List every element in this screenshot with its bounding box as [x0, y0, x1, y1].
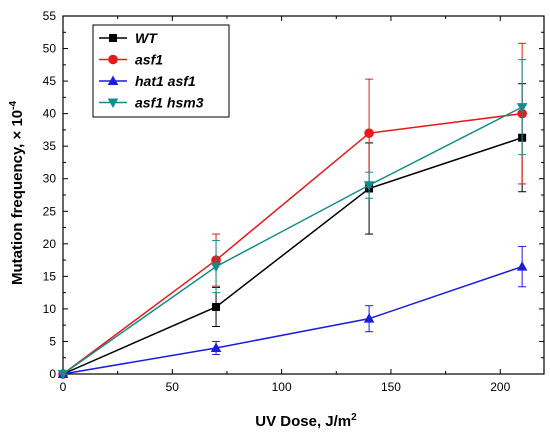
x-tick-label-1: 50 — [166, 380, 180, 394]
x-tick-label-2: 100 — [272, 380, 292, 394]
series-layer — [57, 42, 528, 380]
series-3-point-3 — [516, 103, 528, 113]
series-1-point-2 — [364, 128, 374, 138]
series-0-line — [62, 137, 523, 375]
series-2 — [57, 245, 528, 378]
x-axis-title: UV Dose, J/m2 — [255, 412, 357, 430]
y-tick-label-0: 0 — [49, 367, 56, 381]
y-tick-label-8: 40 — [43, 107, 57, 121]
x-tick-label-3: 150 — [381, 380, 401, 394]
y-tick-label-6: 30 — [43, 172, 57, 186]
series-1-line — [62, 112, 523, 375]
legend: WT asf1 hat1 asf1 asf1 hsm3 — [92, 24, 230, 118]
y-tick-label-5: 25 — [43, 204, 57, 218]
legend-label-1: asf1 — [135, 52, 163, 68]
legend-label-0: WT — [135, 30, 158, 46]
y-tick-label-11: 55 — [43, 9, 57, 23]
series-2-point-1 — [210, 342, 222, 352]
y-tick-label-4: 20 — [43, 237, 57, 251]
series-2-point-3 — [516, 261, 528, 271]
legend-marker-2 — [107, 75, 119, 85]
series-3-line — [62, 106, 523, 375]
x-tick-label-4: 200 — [490, 380, 510, 394]
x-tick-label-0: 0 — [60, 380, 67, 394]
series-3-point-2 — [363, 181, 375, 191]
series-0-point-1 — [212, 302, 221, 311]
axis-ticks: 0 50 100 150 200 0 5 10 15 20 25 30 35 40 45 50 55 — [43, 9, 544, 394]
y-tick-label-10: 50 — [43, 42, 57, 56]
legend-marker-3 — [107, 98, 119, 108]
series-3-point-1 — [210, 262, 222, 273]
y-tick-label-3: 15 — [43, 269, 57, 283]
y-tick-label-2: 10 — [43, 302, 57, 316]
y-tick-label-9: 45 — [43, 74, 57, 88]
series-3-point-0 — [57, 370, 69, 380]
y-tick-label-7: 35 — [43, 139, 57, 153]
series-2-point-2 — [363, 313, 375, 323]
legend-label-3: asf1 hsm3 — [135, 95, 204, 111]
y-tick-label-1: 5 — [49, 334, 56, 348]
legend-marker-1 — [108, 54, 118, 65]
legend-marker-0 — [109, 34, 117, 42]
y-axis-title: Mutation frequency, × 10-4 — [8, 101, 26, 286]
series-3 — [57, 59, 528, 380]
legend-label-2: hat1 asf1 — [135, 73, 196, 89]
series-2-line — [62, 265, 523, 375]
